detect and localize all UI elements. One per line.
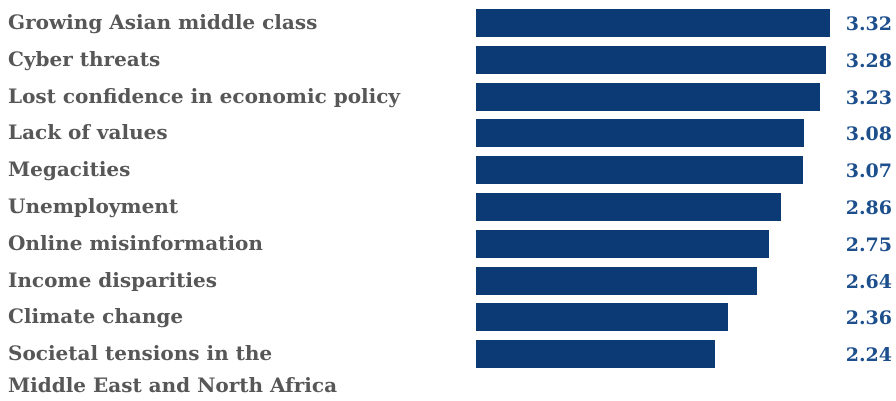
category-label: Lost confidence in economic policy: [8, 83, 401, 108]
value-label: 3.28: [845, 49, 892, 72]
bar: [476, 303, 728, 332]
bar-row: Megacities 3.07: [0, 153, 896, 187]
value-label: 3.07: [845, 160, 892, 183]
bar: [476, 266, 758, 295]
category-label: Growing Asian middle class: [8, 10, 318, 34]
bar-row: Societal tensions in the Middle East and…: [0, 337, 896, 397]
value-label: 3.32: [845, 13, 892, 35]
bar: [476, 119, 805, 148]
category-label: Cyber threats: [8, 46, 161, 71]
bar-row: Cyber threats 3.28: [0, 43, 896, 77]
category-label: Lack of values: [8, 120, 168, 145]
value-label: 2.24: [845, 344, 892, 367]
category-label: Income disparities: [8, 267, 218, 292]
value-label: 3.08: [845, 123, 892, 146]
bar-row: Unemployment 2.86: [0, 190, 896, 224]
category-label: Climate change: [8, 304, 184, 329]
category-label: Megacities: [8, 157, 131, 182]
bar-row: Growing Asian middle class 3.32: [0, 6, 896, 40]
bar-row: Income disparities 2.64: [0, 264, 896, 298]
bar: [476, 9, 830, 37]
value-label: 3.23: [845, 86, 892, 109]
bar: [476, 229, 770, 258]
category-label: Societal tensions in the Middle East and…: [8, 341, 338, 398]
bar-row: Lack of values 3.08: [0, 116, 896, 150]
bar: [476, 156, 804, 185]
bar: [476, 82, 821, 111]
value-label: 2.64: [845, 270, 892, 293]
value-label: 2.86: [845, 197, 892, 219]
bar-row: Lost confidence in economic policy 3.23: [0, 80, 896, 114]
bar: [476, 340, 715, 369]
bar: [476, 193, 781, 221]
value-label: 2.75: [845, 233, 892, 256]
value-label: 2.36: [845, 307, 892, 330]
bar-row: Online misinformation 2.75: [0, 227, 896, 261]
bar-row: Climate change 2.36: [0, 300, 896, 334]
category-label: Online misinformation: [8, 230, 263, 255]
category-label: Unemployment: [8, 194, 179, 218]
bar: [476, 45, 826, 74]
